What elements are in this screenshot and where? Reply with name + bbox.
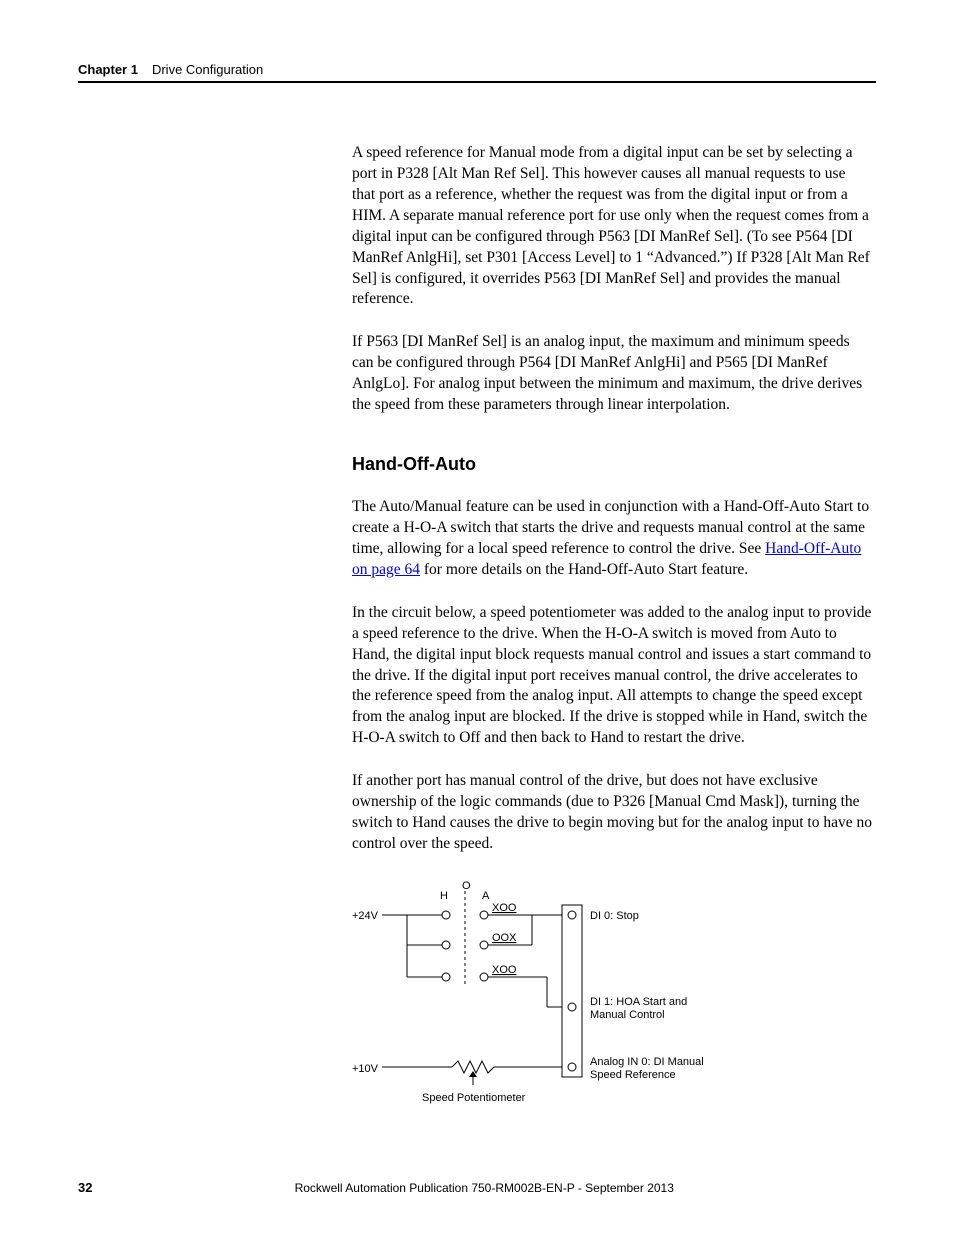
terminal <box>568 1003 576 1011</box>
label-di1-b: Manual Control <box>590 1009 665 1021</box>
label-24v: +24V <box>352 910 379 922</box>
paragraph-2: If P563 [DI ManRef Sel] is an analog inp… <box>352 332 872 416</box>
terminal-block <box>562 905 582 1077</box>
label-H: H <box>440 890 448 902</box>
circuit-diagram: +24V +10V H O A XOO OOX XO <box>352 877 872 1122</box>
paragraph-5: If another port has manual control of th… <box>352 771 872 855</box>
page-footer: 32 Rockwell Automation Publication 750-R… <box>78 1180 876 1195</box>
heading-hand-off-auto: Hand-Off-Auto <box>352 454 872 475</box>
label-ai0-b: Speed Reference <box>590 1069 676 1081</box>
switch-terminal <box>480 911 488 919</box>
label-10v: +10V <box>352 1063 379 1075</box>
paragraph-3: The Auto/Manual feature can be used in c… <box>352 497 872 581</box>
chapter-label: Chapter 1 <box>78 62 138 77</box>
page-header: Chapter 1 Drive Configuration <box>78 62 876 83</box>
label-A: A <box>482 890 490 902</box>
paragraph-1: A speed reference for Manual mode from a… <box>352 143 872 310</box>
label-ai0-a: Analog IN 0: DI Manual <box>590 1056 704 1068</box>
chapter-title: Drive Configuration <box>152 62 263 77</box>
terminal <box>568 1063 576 1071</box>
switch-terminal <box>442 973 450 981</box>
label-xoo-2: XOO <box>492 964 517 976</box>
switch-terminal <box>442 941 450 949</box>
footer-publication: Rockwell Automation Publication 750-RM00… <box>92 1181 876 1195</box>
label-di0: DI 0: Stop <box>590 910 639 922</box>
label-di1-a: DI 1: HOA Start and <box>590 996 687 1008</box>
label-oox: OOX <box>492 932 517 944</box>
switch-terminal <box>442 911 450 919</box>
page-number: 32 <box>78 1180 92 1195</box>
label-O: O <box>462 880 471 892</box>
paragraph-4: In the circuit below, a speed potentiome… <box>352 603 872 749</box>
body-column: A speed reference for Manual mode from a… <box>352 143 872 855</box>
paragraph-3-b: for more details on the Hand-Off-Auto St… <box>420 561 748 578</box>
switch-terminal <box>480 973 488 981</box>
terminal <box>568 911 576 919</box>
label-xoo-1: XOO <box>492 902 517 914</box>
label-potentiometer: Speed Potentiometer <box>422 1092 526 1104</box>
switch-terminal <box>480 941 488 949</box>
